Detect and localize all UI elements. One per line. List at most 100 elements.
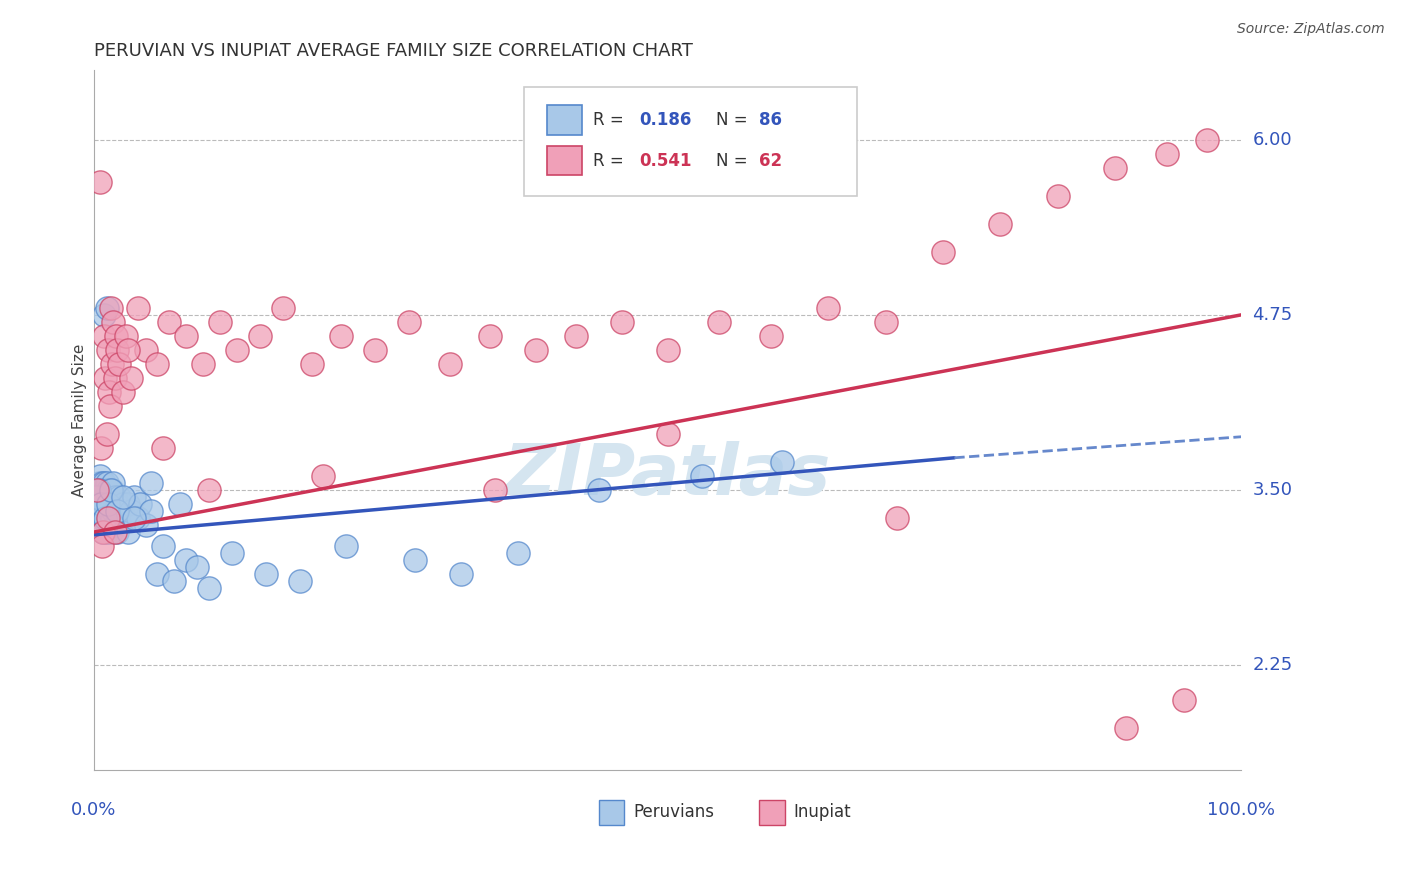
Point	[128, 497, 150, 511]
Point	[100, 524, 122, 539]
Point	[108, 357, 131, 371]
Point	[94, 524, 117, 539]
Point	[127, 511, 149, 525]
Point	[226, 343, 249, 357]
Point	[111, 490, 134, 504]
Point	[93, 308, 115, 322]
Point	[988, 217, 1011, 231]
Point	[141, 504, 163, 518]
Point	[127, 301, 149, 315]
Point	[96, 524, 118, 539]
Point	[111, 497, 134, 511]
Text: PERUVIAN VS INUPIAT AVERAGE FAMILY SIZE CORRELATION CHART: PERUVIAN VS INUPIAT AVERAGE FAMILY SIZE …	[94, 42, 693, 60]
Text: 6.00: 6.00	[1253, 131, 1292, 149]
Point	[89, 175, 111, 189]
Point	[690, 469, 713, 483]
Point	[91, 539, 114, 553]
Point	[174, 329, 197, 343]
Point	[98, 518, 121, 533]
Point	[90, 483, 112, 497]
Point	[97, 343, 120, 357]
Point	[122, 490, 145, 504]
Point	[135, 343, 157, 357]
Point	[103, 490, 125, 504]
Point	[1156, 146, 1178, 161]
Point	[478, 329, 501, 343]
Point	[97, 497, 120, 511]
Point	[117, 343, 139, 357]
Point	[221, 546, 243, 560]
Point	[312, 469, 335, 483]
Point	[103, 504, 125, 518]
Point	[120, 504, 142, 518]
Point	[93, 490, 115, 504]
Point	[103, 524, 125, 539]
Point	[94, 511, 117, 525]
Point	[508, 546, 530, 560]
Point	[398, 315, 420, 329]
Point	[103, 315, 125, 329]
Point	[87, 483, 110, 497]
Point	[93, 329, 115, 343]
Point	[103, 371, 125, 385]
Point	[174, 553, 197, 567]
Point	[122, 511, 145, 525]
Point	[97, 384, 120, 399]
Point	[1104, 161, 1126, 175]
Point	[565, 329, 588, 343]
Text: 62: 62	[759, 152, 783, 169]
Point	[97, 490, 120, 504]
Point	[100, 301, 122, 315]
Point	[1046, 188, 1069, 202]
Point	[329, 329, 352, 343]
Point	[152, 539, 174, 553]
Point	[886, 511, 908, 525]
Point	[1173, 693, 1195, 707]
Point	[524, 343, 547, 357]
Point	[759, 329, 782, 343]
Point	[89, 504, 111, 518]
Point	[87, 490, 110, 504]
Text: ZIPatlas: ZIPatlas	[503, 442, 831, 510]
Point	[169, 497, 191, 511]
Point	[91, 490, 114, 504]
Point	[249, 329, 271, 343]
Point	[98, 399, 121, 413]
Point	[163, 574, 186, 588]
Point	[94, 371, 117, 385]
Point	[96, 490, 118, 504]
Point	[90, 511, 112, 525]
Text: 4.75: 4.75	[1253, 306, 1292, 324]
Text: Peruvians: Peruvians	[633, 804, 714, 822]
Point	[588, 483, 610, 497]
Point	[146, 357, 169, 371]
Point	[817, 301, 839, 315]
Point	[157, 315, 180, 329]
Text: R =: R =	[593, 152, 628, 169]
Point	[93, 504, 115, 518]
Point	[94, 511, 117, 525]
Point	[450, 567, 472, 582]
Point	[96, 301, 118, 315]
Point	[94, 497, 117, 511]
Point	[197, 581, 219, 595]
Point	[120, 371, 142, 385]
Point	[110, 504, 132, 518]
Text: R =: R =	[593, 112, 628, 129]
Point	[186, 560, 208, 574]
Point	[709, 315, 731, 329]
Point	[96, 427, 118, 442]
Point	[86, 483, 108, 497]
Point	[254, 567, 277, 582]
Bar	[547, 105, 582, 135]
Point	[86, 483, 108, 497]
Point	[932, 244, 955, 259]
Point	[91, 497, 114, 511]
Point	[105, 343, 128, 357]
Point	[90, 441, 112, 455]
Point	[94, 483, 117, 497]
Text: 86: 86	[759, 112, 782, 129]
Point	[301, 357, 323, 371]
Point	[439, 357, 461, 371]
Point	[103, 475, 125, 490]
